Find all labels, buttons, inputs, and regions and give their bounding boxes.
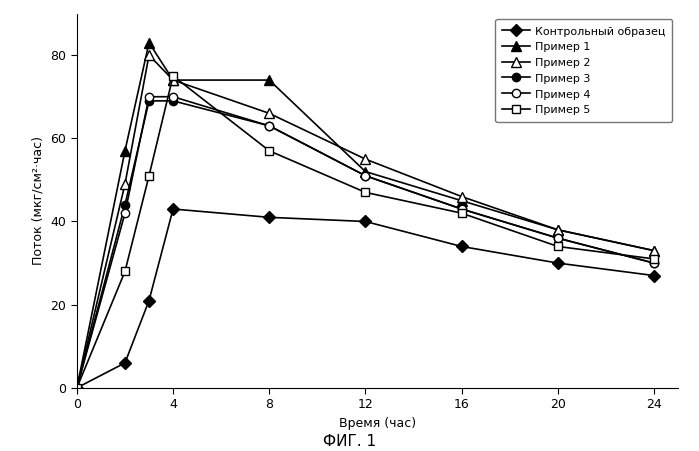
Контрольный образец — [554, 260, 562, 266]
Пример 2 — [650, 248, 658, 253]
Y-axis label: Поток (мкг/см²·час): Поток (мкг/см²·час) — [32, 136, 45, 265]
Пример 5 — [121, 269, 129, 274]
Пример 4 — [145, 94, 153, 99]
Пример 5 — [265, 148, 273, 153]
Пример 3 — [361, 173, 370, 179]
Line: Контрольный образец: Контрольный образец — [73, 205, 658, 392]
Пример 2 — [361, 156, 370, 162]
Пример 2 — [554, 227, 562, 233]
Пример 1 — [169, 78, 178, 83]
Пример 2 — [169, 78, 178, 83]
Line: Пример 1: Пример 1 — [72, 38, 659, 393]
Пример 3 — [73, 385, 81, 391]
Пример 5 — [145, 173, 153, 179]
Legend: Контрольный образец, Пример 1, Пример 2, Пример 3, Пример 4, Пример 5: Контрольный образец, Пример 1, Пример 2,… — [496, 19, 672, 122]
Пример 4 — [169, 94, 178, 99]
Пример 3 — [145, 98, 153, 104]
Контрольный образец — [650, 273, 658, 278]
Пример 3 — [554, 235, 562, 241]
Пример 1 — [73, 385, 81, 391]
Пример 5 — [554, 244, 562, 249]
Line: Пример 2: Пример 2 — [72, 50, 659, 393]
Пример 4 — [457, 206, 466, 212]
Пример 3 — [265, 123, 273, 129]
Пример 1 — [145, 40, 153, 46]
Пример 2 — [121, 181, 129, 187]
Контрольный образец — [361, 219, 370, 224]
Пример 2 — [457, 194, 466, 199]
Пример 3 — [650, 260, 658, 266]
Пример 4 — [650, 260, 658, 266]
Пример 5 — [169, 73, 178, 78]
Пример 1 — [121, 148, 129, 153]
Пример 3 — [169, 98, 178, 104]
Пример 1 — [361, 169, 370, 174]
Пример 4 — [361, 173, 370, 179]
Контрольный образец — [265, 215, 273, 220]
Пример 1 — [650, 248, 658, 253]
Line: Пример 5: Пример 5 — [73, 72, 658, 392]
Пример 1 — [457, 198, 466, 203]
Пример 1 — [265, 78, 273, 83]
Text: ФИГ. 1: ФИГ. 1 — [323, 434, 376, 450]
Пример 4 — [554, 235, 562, 241]
Контрольный образец — [73, 385, 81, 391]
Пример 4 — [121, 211, 129, 216]
Пример 5 — [361, 190, 370, 195]
Пример 3 — [457, 206, 466, 212]
Пример 2 — [265, 110, 273, 116]
Пример 5 — [650, 256, 658, 262]
Контрольный образец — [457, 244, 466, 249]
Пример 2 — [145, 52, 153, 58]
Пример 4 — [73, 385, 81, 391]
Line: Пример 3: Пример 3 — [73, 97, 658, 392]
Пример 1 — [554, 227, 562, 233]
Контрольный образец — [145, 298, 153, 303]
Пример 5 — [457, 211, 466, 216]
X-axis label: Время (час): Время (час) — [339, 417, 416, 430]
Line: Пример 4: Пример 4 — [73, 92, 658, 392]
Контрольный образец — [169, 206, 178, 212]
Контрольный образец — [121, 360, 129, 366]
Пример 4 — [265, 123, 273, 129]
Пример 5 — [73, 385, 81, 391]
Пример 2 — [73, 385, 81, 391]
Пример 3 — [121, 202, 129, 207]
